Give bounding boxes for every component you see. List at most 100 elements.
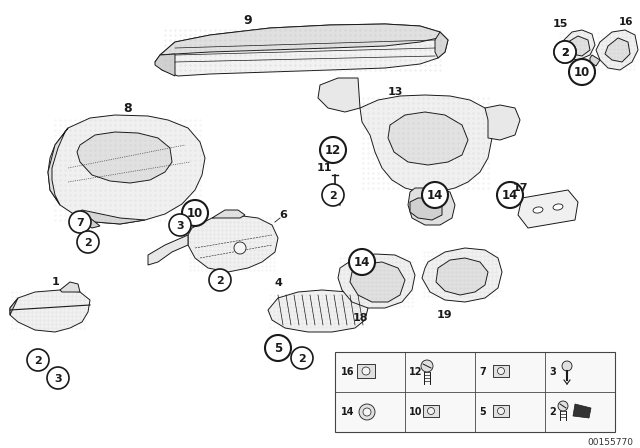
Text: 2: 2 bbox=[298, 353, 306, 363]
Circle shape bbox=[265, 335, 291, 361]
Circle shape bbox=[320, 137, 346, 163]
Text: 11: 11 bbox=[317, 163, 333, 173]
Bar bbox=[423, 405, 439, 417]
Bar bbox=[357, 364, 375, 378]
Text: 16: 16 bbox=[619, 17, 633, 27]
Text: 13: 13 bbox=[388, 87, 403, 97]
Polygon shape bbox=[485, 105, 520, 140]
Circle shape bbox=[421, 360, 433, 372]
Text: 14: 14 bbox=[354, 256, 370, 269]
Text: 10: 10 bbox=[574, 66, 590, 79]
Polygon shape bbox=[350, 262, 405, 302]
Text: 19: 19 bbox=[437, 310, 453, 320]
Text: 17: 17 bbox=[512, 183, 528, 193]
Text: 5: 5 bbox=[274, 342, 282, 355]
Text: 9: 9 bbox=[244, 13, 252, 26]
Text: 12: 12 bbox=[325, 144, 341, 157]
Polygon shape bbox=[436, 258, 488, 295]
Circle shape bbox=[77, 231, 99, 253]
Polygon shape bbox=[148, 235, 188, 265]
Polygon shape bbox=[10, 298, 18, 315]
Text: 2: 2 bbox=[549, 407, 556, 417]
Polygon shape bbox=[318, 78, 360, 112]
Polygon shape bbox=[408, 188, 455, 225]
Ellipse shape bbox=[533, 207, 543, 213]
Polygon shape bbox=[48, 115, 205, 224]
Polygon shape bbox=[422, 248, 502, 302]
Circle shape bbox=[428, 408, 435, 414]
Polygon shape bbox=[60, 282, 80, 292]
Circle shape bbox=[558, 401, 568, 411]
Ellipse shape bbox=[553, 204, 563, 210]
Text: 4: 4 bbox=[274, 278, 282, 288]
Text: 8: 8 bbox=[124, 102, 132, 115]
Circle shape bbox=[69, 211, 91, 233]
Polygon shape bbox=[77, 132, 172, 183]
Text: 7: 7 bbox=[76, 217, 84, 228]
Circle shape bbox=[362, 367, 370, 375]
Polygon shape bbox=[85, 218, 100, 228]
Text: 14: 14 bbox=[502, 189, 518, 202]
Polygon shape bbox=[212, 210, 245, 218]
Text: 3: 3 bbox=[549, 367, 556, 377]
Text: 15: 15 bbox=[552, 19, 568, 29]
Polygon shape bbox=[155, 24, 448, 76]
Text: 14: 14 bbox=[341, 407, 355, 417]
Text: 16: 16 bbox=[341, 367, 355, 377]
Polygon shape bbox=[558, 30, 595, 60]
Text: 14: 14 bbox=[427, 189, 443, 202]
Circle shape bbox=[422, 182, 448, 208]
Circle shape bbox=[322, 184, 344, 206]
Polygon shape bbox=[188, 215, 278, 272]
Circle shape bbox=[359, 404, 375, 420]
Circle shape bbox=[554, 41, 576, 63]
Polygon shape bbox=[160, 24, 440, 55]
Polygon shape bbox=[596, 30, 638, 70]
Bar bbox=[493, 365, 509, 377]
Circle shape bbox=[363, 408, 371, 416]
Text: 7: 7 bbox=[479, 367, 486, 377]
Circle shape bbox=[497, 182, 523, 208]
Bar bbox=[493, 405, 509, 417]
Circle shape bbox=[169, 214, 191, 236]
Polygon shape bbox=[590, 55, 600, 66]
Circle shape bbox=[209, 269, 231, 291]
Polygon shape bbox=[573, 404, 591, 418]
Text: 12: 12 bbox=[409, 367, 422, 377]
Circle shape bbox=[554, 41, 576, 63]
Polygon shape bbox=[435, 32, 448, 58]
Text: 2: 2 bbox=[329, 190, 337, 201]
Polygon shape bbox=[155, 54, 175, 76]
Bar bbox=[335, 352, 615, 432]
Circle shape bbox=[569, 59, 595, 85]
Text: 10: 10 bbox=[409, 407, 422, 417]
Polygon shape bbox=[10, 290, 90, 332]
Circle shape bbox=[27, 349, 49, 371]
Circle shape bbox=[47, 367, 69, 389]
Text: 2: 2 bbox=[561, 47, 569, 57]
Polygon shape bbox=[388, 112, 468, 165]
Text: 6: 6 bbox=[279, 210, 287, 220]
Circle shape bbox=[562, 361, 572, 371]
Text: 2: 2 bbox=[34, 356, 42, 366]
Circle shape bbox=[497, 367, 504, 375]
Polygon shape bbox=[48, 128, 68, 205]
Polygon shape bbox=[75, 210, 145, 224]
Text: 5: 5 bbox=[479, 407, 486, 417]
Text: 10: 10 bbox=[187, 207, 203, 220]
Circle shape bbox=[497, 408, 504, 414]
Text: 2: 2 bbox=[216, 276, 224, 285]
Circle shape bbox=[182, 200, 208, 226]
Polygon shape bbox=[518, 190, 578, 228]
Text: 2: 2 bbox=[561, 47, 569, 57]
Text: 2: 2 bbox=[84, 237, 92, 247]
Polygon shape bbox=[566, 36, 590, 56]
Polygon shape bbox=[605, 38, 630, 62]
Text: 3: 3 bbox=[176, 220, 184, 231]
Text: 3: 3 bbox=[54, 374, 62, 383]
Polygon shape bbox=[410, 198, 442, 220]
Polygon shape bbox=[360, 95, 492, 192]
Polygon shape bbox=[338, 254, 415, 308]
Circle shape bbox=[234, 242, 246, 254]
Text: 18: 18 bbox=[352, 313, 368, 323]
